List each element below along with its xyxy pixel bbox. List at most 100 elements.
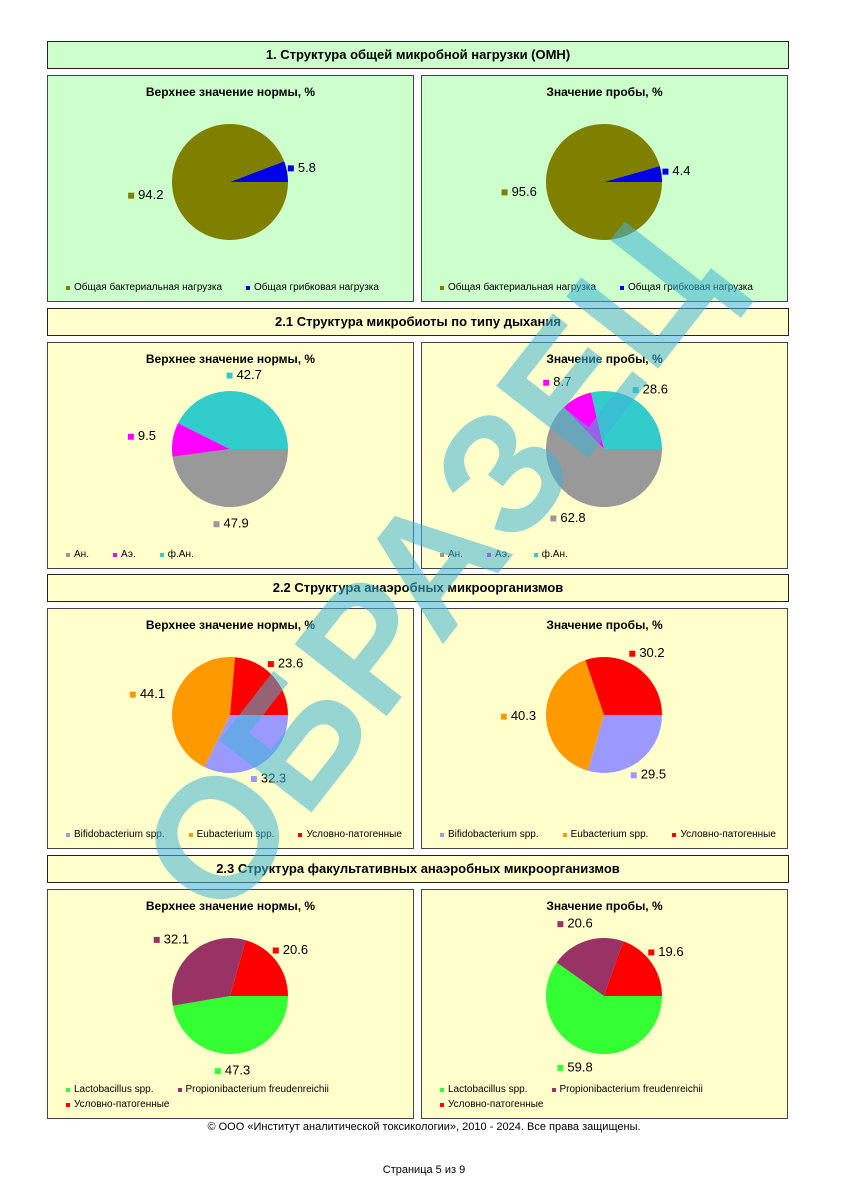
section-header: 1. Структура общей микробной нагрузки (О… <box>47 41 789 69</box>
legend-label: Eubacterium spp. <box>196 829 275 840</box>
pie-slice <box>172 449 288 507</box>
legend-label: Propionibacterium freudenreichii <box>185 1084 329 1095</box>
label-marker <box>500 713 507 720</box>
legend-item: Общая бактериальная нагрузка <box>66 282 222 293</box>
data-label: 9.5 <box>138 428 156 443</box>
chart-panel: 95.6 4.4 Значение пробы, % Общая бактериаль… <box>421 75 788 302</box>
legend-item: Bifidobacterium spp. <box>66 829 165 840</box>
legend-label: Условно-патогенные <box>74 1099 170 1110</box>
label-marker <box>267 661 274 668</box>
label-marker <box>127 433 134 440</box>
pie-slice <box>230 161 288 182</box>
legend-swatch <box>440 1087 444 1092</box>
chart-title: Значение пробы, % <box>546 85 663 99</box>
pie-slice <box>172 938 246 1006</box>
pie-slice <box>204 715 288 773</box>
legend-item: ф.Ан. <box>533 549 568 560</box>
label-marker <box>557 921 564 928</box>
data-label: 42.7 <box>237 367 262 382</box>
legend-swatch <box>440 552 444 557</box>
legend-label: Lactobacillus spp. <box>74 1084 154 1095</box>
legend-item: Lactobacillus spp. <box>440 1084 528 1095</box>
label-marker <box>287 165 294 172</box>
legend-item: Eubacterium spp. <box>562 829 649 840</box>
pie-slice <box>172 423 230 457</box>
chart-title: Верхнее значение нормы, % <box>145 618 316 632</box>
pie-chart: 47.3 32.1 20.6 <box>153 931 308 1078</box>
legend-item: Общая бактериальная нагрузка <box>440 282 596 293</box>
pie-slice <box>587 715 662 773</box>
legend: Общая бактериальная нагрузка Общая грибко… <box>440 282 777 293</box>
data-label: 94.2 <box>138 187 163 202</box>
pie-chart: 32.3 44.1 23.6 <box>129 656 303 785</box>
label-marker <box>272 947 279 954</box>
legend-item: Ан. <box>440 549 463 560</box>
pie-slice <box>604 941 662 996</box>
legend-label: ф.Ан. <box>167 549 194 560</box>
legend-label: Общая бактериальная нагрузка <box>448 282 597 293</box>
label-marker <box>629 650 636 657</box>
legend-label: Eubacterium spp. <box>570 829 649 840</box>
legend-swatch <box>188 832 193 837</box>
section-header: 2.3 Структура факультативных анаэробных … <box>47 855 789 883</box>
chart-title: Значение пробы, % <box>546 618 663 632</box>
data-label: 59.8 <box>567 1059 592 1074</box>
legend-label: Условно-патогенные <box>306 829 402 840</box>
label-marker <box>632 387 639 394</box>
legend-swatch <box>177 1087 182 1092</box>
legend-item: Условно-патогенные <box>66 1099 170 1110</box>
chart-title: Значение пробы, % <box>546 899 663 913</box>
legend-label: Условно-патогенные <box>680 829 776 840</box>
legend-label: Общая грибковая нагрузка <box>254 282 379 293</box>
legend-label: Bifidobacterium spp. <box>74 829 165 840</box>
legend-item: Общая грибковая нагрузка <box>246 282 379 293</box>
legend-swatch <box>440 832 444 837</box>
label-marker <box>630 772 637 779</box>
legend-item: Propionibacterium freudenreichii <box>177 1084 329 1095</box>
section-header: 2.1 Структура микробиоты по типу дыхания <box>47 308 789 336</box>
legend-swatch <box>440 1102 444 1107</box>
legend-swatch <box>551 1087 556 1092</box>
label-marker <box>662 168 669 175</box>
label-marker <box>213 521 220 528</box>
chart-panel: 47.3 32.1 20.6 Верхнее значение нормы, % Lac… <box>47 889 414 1119</box>
legend-swatch <box>66 1087 70 1092</box>
legend-item: Eubacterium spp. <box>188 829 275 840</box>
label-marker <box>129 691 136 698</box>
chart-panel: 29.5 40.3 30.2 Значение пробы, % Bifidobacte… <box>421 608 788 849</box>
data-label: 44.1 <box>140 686 165 701</box>
legend-label: Propionibacterium freudenreichii <box>559 1084 703 1095</box>
chart-panel: 59.8 20.6 19.6 Значение пробы, % Lactobacill… <box>421 889 788 1119</box>
pie-chart: 94.2 5.8 <box>128 123 316 240</box>
data-label: 95.6 <box>512 184 537 199</box>
pie-slice <box>556 938 624 996</box>
data-label: 47.3 <box>225 1063 250 1078</box>
legend: Ан. Аэ. ф.Ан. <box>440 549 777 560</box>
legend-label: Общая грибковая нагрузка <box>628 282 753 293</box>
pie-chart: 95.6 4.4 <box>501 123 691 240</box>
legend-item: Условно-патогенные <box>672 829 776 840</box>
pie-slice <box>546 123 662 240</box>
legend: Bifidobacterium spp. Eubacterium spp. Усло… <box>440 829 777 840</box>
legend-label: Bifidobacterium spp. <box>448 829 539 840</box>
label-marker <box>128 192 135 199</box>
pie-slice <box>591 391 662 449</box>
chart-panel: 32.3 44.1 23.6 Верхнее значение нормы, % Bif… <box>47 608 414 849</box>
data-label: 32.1 <box>164 931 189 946</box>
legend-swatch <box>533 552 538 557</box>
label-marker <box>501 189 508 196</box>
legend-swatch <box>440 285 444 290</box>
legend-item: Условно-патогенные <box>298 829 402 840</box>
label-marker <box>226 372 233 379</box>
pie-slice <box>178 391 288 449</box>
legend: Bifidobacterium spp. Eubacterium spp. Усло… <box>66 829 403 840</box>
label-marker <box>214 1068 221 1075</box>
legend: Lactobacillus spp. Propionibacterium freu… <box>440 1084 777 1110</box>
legend-item: Ан. <box>66 549 89 560</box>
pie-chart: 29.5 40.3 30.2 <box>500 645 666 782</box>
legend-label: Аэ. <box>120 549 136 560</box>
data-label: 8.7 <box>553 374 571 389</box>
pie-chart: 62.8 8.7 28.6 <box>543 374 668 525</box>
legend-item: ф.Ан. <box>159 549 194 560</box>
